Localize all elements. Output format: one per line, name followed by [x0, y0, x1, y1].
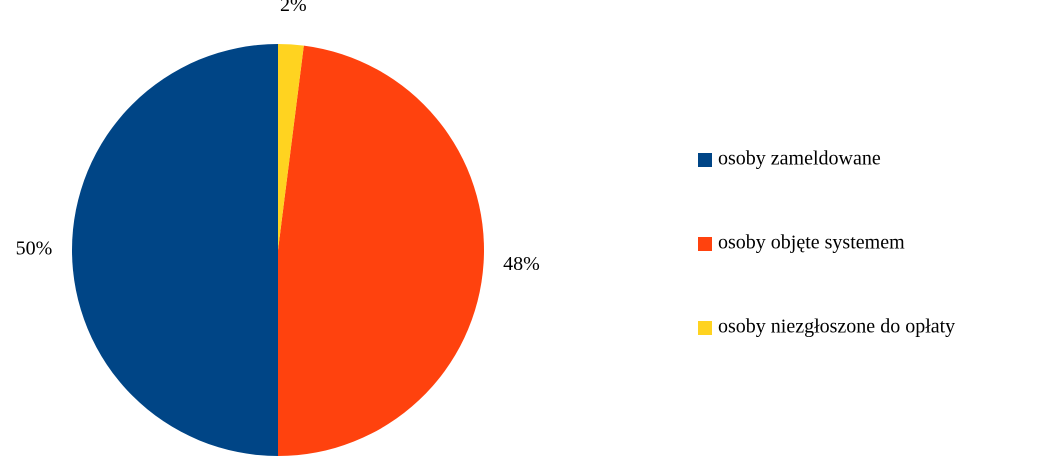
legend-swatch	[698, 321, 712, 335]
pie-slice	[72, 44, 278, 456]
legend-swatch	[698, 237, 712, 251]
data-label: 50%	[16, 238, 53, 260]
legend-label: osoby objęte systemem	[718, 232, 905, 254]
pie-slice	[278, 44, 304, 250]
pie-slice	[278, 45, 485, 457]
legend-label: osoby zameldowane	[718, 148, 881, 170]
data-label: 48%	[503, 253, 540, 275]
legend-label: osoby niezgłoszone do opłaty	[718, 316, 955, 338]
data-label: 2%	[280, 0, 307, 16]
legend-swatch	[698, 153, 712, 167]
